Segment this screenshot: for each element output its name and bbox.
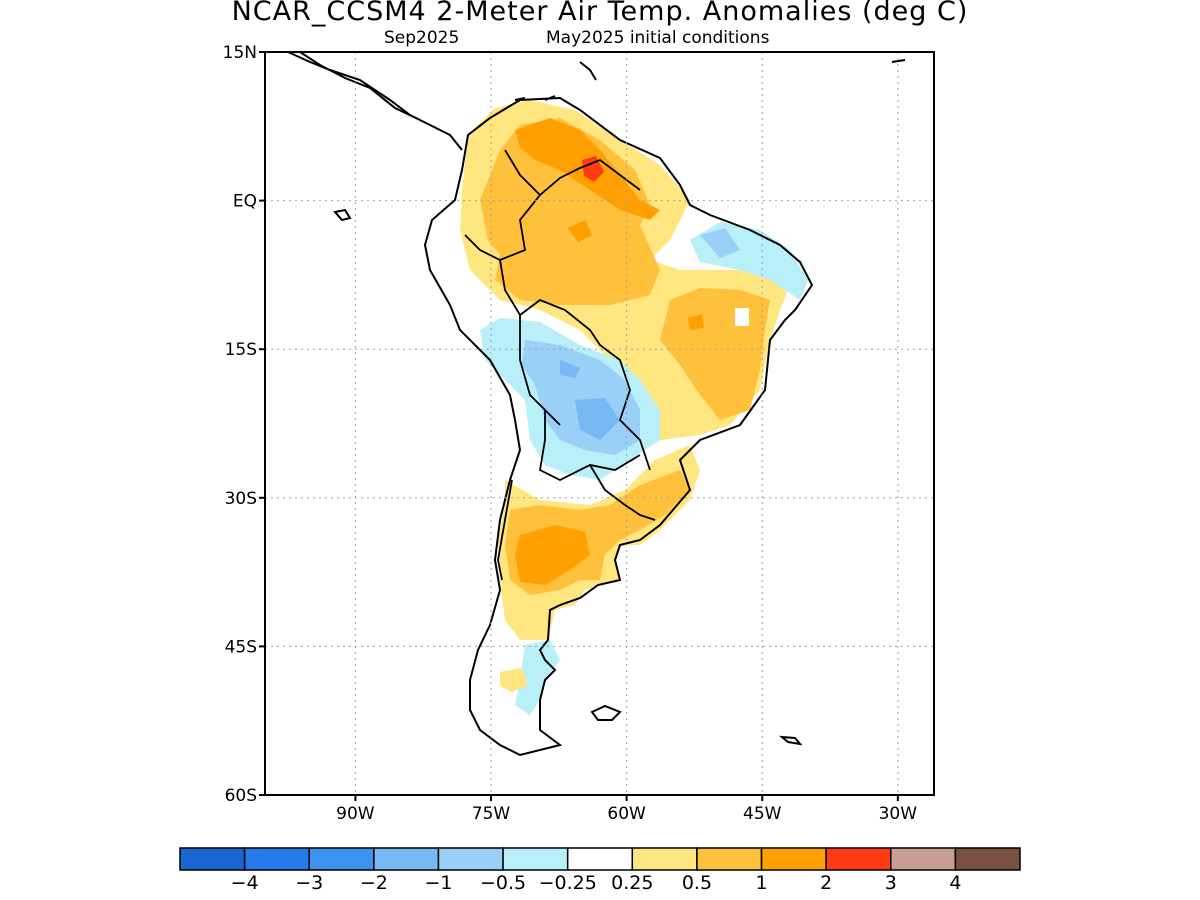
anomaly-region-yellow-patagonia (500, 668, 528, 692)
colorbar-swatch (179, 847, 246, 871)
lon-tick-label: 45W (743, 804, 782, 824)
anomaly-region-red (582, 156, 604, 182)
lon-tick-label: 90W (336, 804, 375, 824)
colorbar-label: 0.25 (611, 872, 653, 894)
anomaly-region-dark-orange-ne (688, 314, 704, 330)
lat-tick-label: 30S (225, 489, 257, 509)
central-america-coastline (287, 52, 463, 151)
map-title: NCAR_CCSM4 2-Meter Air Temp. Anomalies (… (231, 0, 969, 27)
colorbar-swatch (308, 847, 375, 871)
colorbar-swatch (243, 847, 310, 871)
colorbar-swatch (373, 847, 440, 871)
colorbar: −4 −3 −2 −1 −0.5 −0.25 0.25 0.5 1 2 3 4 (179, 847, 1021, 894)
colorbar-swatch (437, 847, 504, 871)
lon-tick-label: 30W (879, 804, 918, 824)
lat-tick-label: EQ (233, 192, 257, 212)
colorbar-swatch (760, 847, 827, 871)
colorbar-label: −0.25 (539, 872, 597, 894)
colorbar-swatch (631, 847, 698, 871)
colorbar-label: 3 (885, 872, 897, 894)
country-borders (464, 149, 656, 581)
colorbar-label: −0.5 (480, 872, 526, 894)
lon-tick-label: 60W (607, 804, 646, 824)
anomaly-region-light-blue-south (515, 640, 560, 715)
lat-tick-label: 60S (225, 786, 257, 806)
map-frame (264, 51, 935, 796)
colorbar-label: 1 (755, 872, 767, 894)
colorbar-swatch (825, 847, 892, 871)
anomaly-region-dark-orange-spot (568, 220, 592, 242)
colorbar-label: −2 (360, 872, 388, 894)
colorbar-label: −3 (295, 872, 323, 894)
coastlines (287, 52, 906, 757)
anomaly-region-mid-blue-central (560, 360, 620, 440)
anomaly-region-orange-north (480, 118, 660, 305)
valid-month: Sep2025 (384, 28, 460, 48)
lat-tick-label: 15S (225, 340, 257, 360)
anomaly-fields (460, 100, 808, 715)
colorbar-swatch (502, 847, 569, 871)
galapagos (333, 208, 352, 222)
anomaly-region-blue-ne (700, 228, 740, 258)
border-lines (464, 149, 656, 581)
lat-tick-label: 15N (223, 43, 257, 63)
colorbar-label: 4 (949, 872, 961, 894)
anomaly-region-dark-orange-south (515, 525, 590, 585)
colorbar-swatch (954, 847, 1021, 871)
lon-tick-label: 75W (472, 804, 511, 824)
axis-ticks: 15N EQ 15S 30S 45S 60S 90W 75W 60W 45W 30W (223, 43, 918, 824)
colorbar-swatch (696, 847, 763, 871)
colorbar-label: 0.5 (682, 872, 712, 894)
south-georgia (778, 735, 803, 746)
caribbean-islands (514, 59, 906, 101)
colorbar-swatch (890, 847, 957, 871)
colorbar-swatch (566, 847, 634, 871)
colorbar-label: −1 (424, 872, 452, 894)
map-gridlines (265, 52, 934, 795)
falkland-islands (590, 704, 622, 721)
south-america-coastline (423, 96, 814, 757)
anomaly-region-missing (735, 308, 749, 326)
colorbar-label: 2 (820, 872, 832, 894)
colorbar-label: −4 (231, 872, 259, 894)
initial-conditions: May2025 initial conditions (546, 28, 770, 48)
lat-tick-label: 45S (225, 637, 257, 657)
